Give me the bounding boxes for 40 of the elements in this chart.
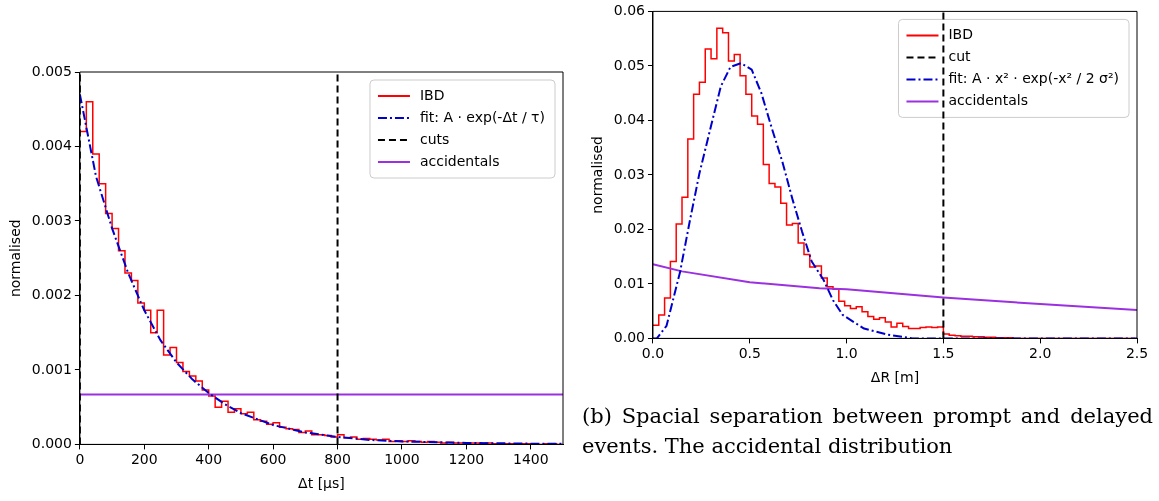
y-tick-label: 0.003: [31, 211, 72, 228]
legend-label: IBD: [419, 86, 445, 103]
legend-label: fit: A · x² · exp(-x² / 2 σ²): [948, 70, 1120, 87]
y-axis-title: normalised: [7, 219, 24, 298]
legend-label: cuts: [419, 130, 450, 147]
ref-line-label: cut: [948, 48, 972, 65]
legend-label: accidentals: [419, 152, 500, 169]
y-tick-label: 0.01: [613, 274, 645, 291]
y-tick-label: 0.04: [613, 111, 646, 128]
x-tick-label: 400: [195, 451, 223, 468]
x-tick-label: 2.0: [1029, 345, 1052, 362]
y-tick-label: 0.05: [613, 56, 645, 73]
y-axis-title: normalised: [589, 136, 606, 214]
x-tick-label: 0.5: [738, 345, 761, 362]
x-tick-label: 1200: [448, 451, 485, 468]
x-tick-label: 1400: [512, 451, 549, 468]
x-tick-label: 600: [259, 451, 287, 468]
y-tick-label: 0.03: [613, 165, 645, 182]
x-tick-label: 0.0: [641, 345, 665, 362]
y-tick-label: 0.002: [31, 286, 72, 303]
y-tick-label: 0.00: [613, 329, 645, 346]
x-tick-label: 200: [130, 451, 158, 468]
y-tick-label: 0.004: [31, 137, 72, 154]
y-tick-label: 0.005: [31, 62, 72, 79]
x-tick-label: 1.5: [932, 345, 955, 362]
x-axis-title: Δt [μs]: [298, 475, 345, 492]
y-tick-label: 0.001: [31, 360, 72, 377]
legend-label: IBD: [948, 26, 973, 43]
legend-label: accidentals: [948, 92, 1028, 109]
y-tick-label: 0.000: [31, 435, 72, 452]
x-tick-label: 800: [324, 451, 351, 468]
y-tick-label: 0.02: [613, 220, 645, 237]
x-tick-label: 1000: [384, 451, 420, 468]
legend-label: fit: A · exp(-Δt / τ): [419, 108, 545, 125]
y-tick-label: 0.06: [613, 2, 646, 19]
x-tick-label: 2.5: [1125, 345, 1149, 362]
x-tick-label: 1.0: [835, 345, 858, 362]
x-tick-label: 0: [75, 451, 85, 468]
text: (b) Spacial separation between prompt and delayed events. The accidental distribution: [582, 403, 1154, 460]
x-axis-title: ΔR [m]: [870, 369, 920, 386]
